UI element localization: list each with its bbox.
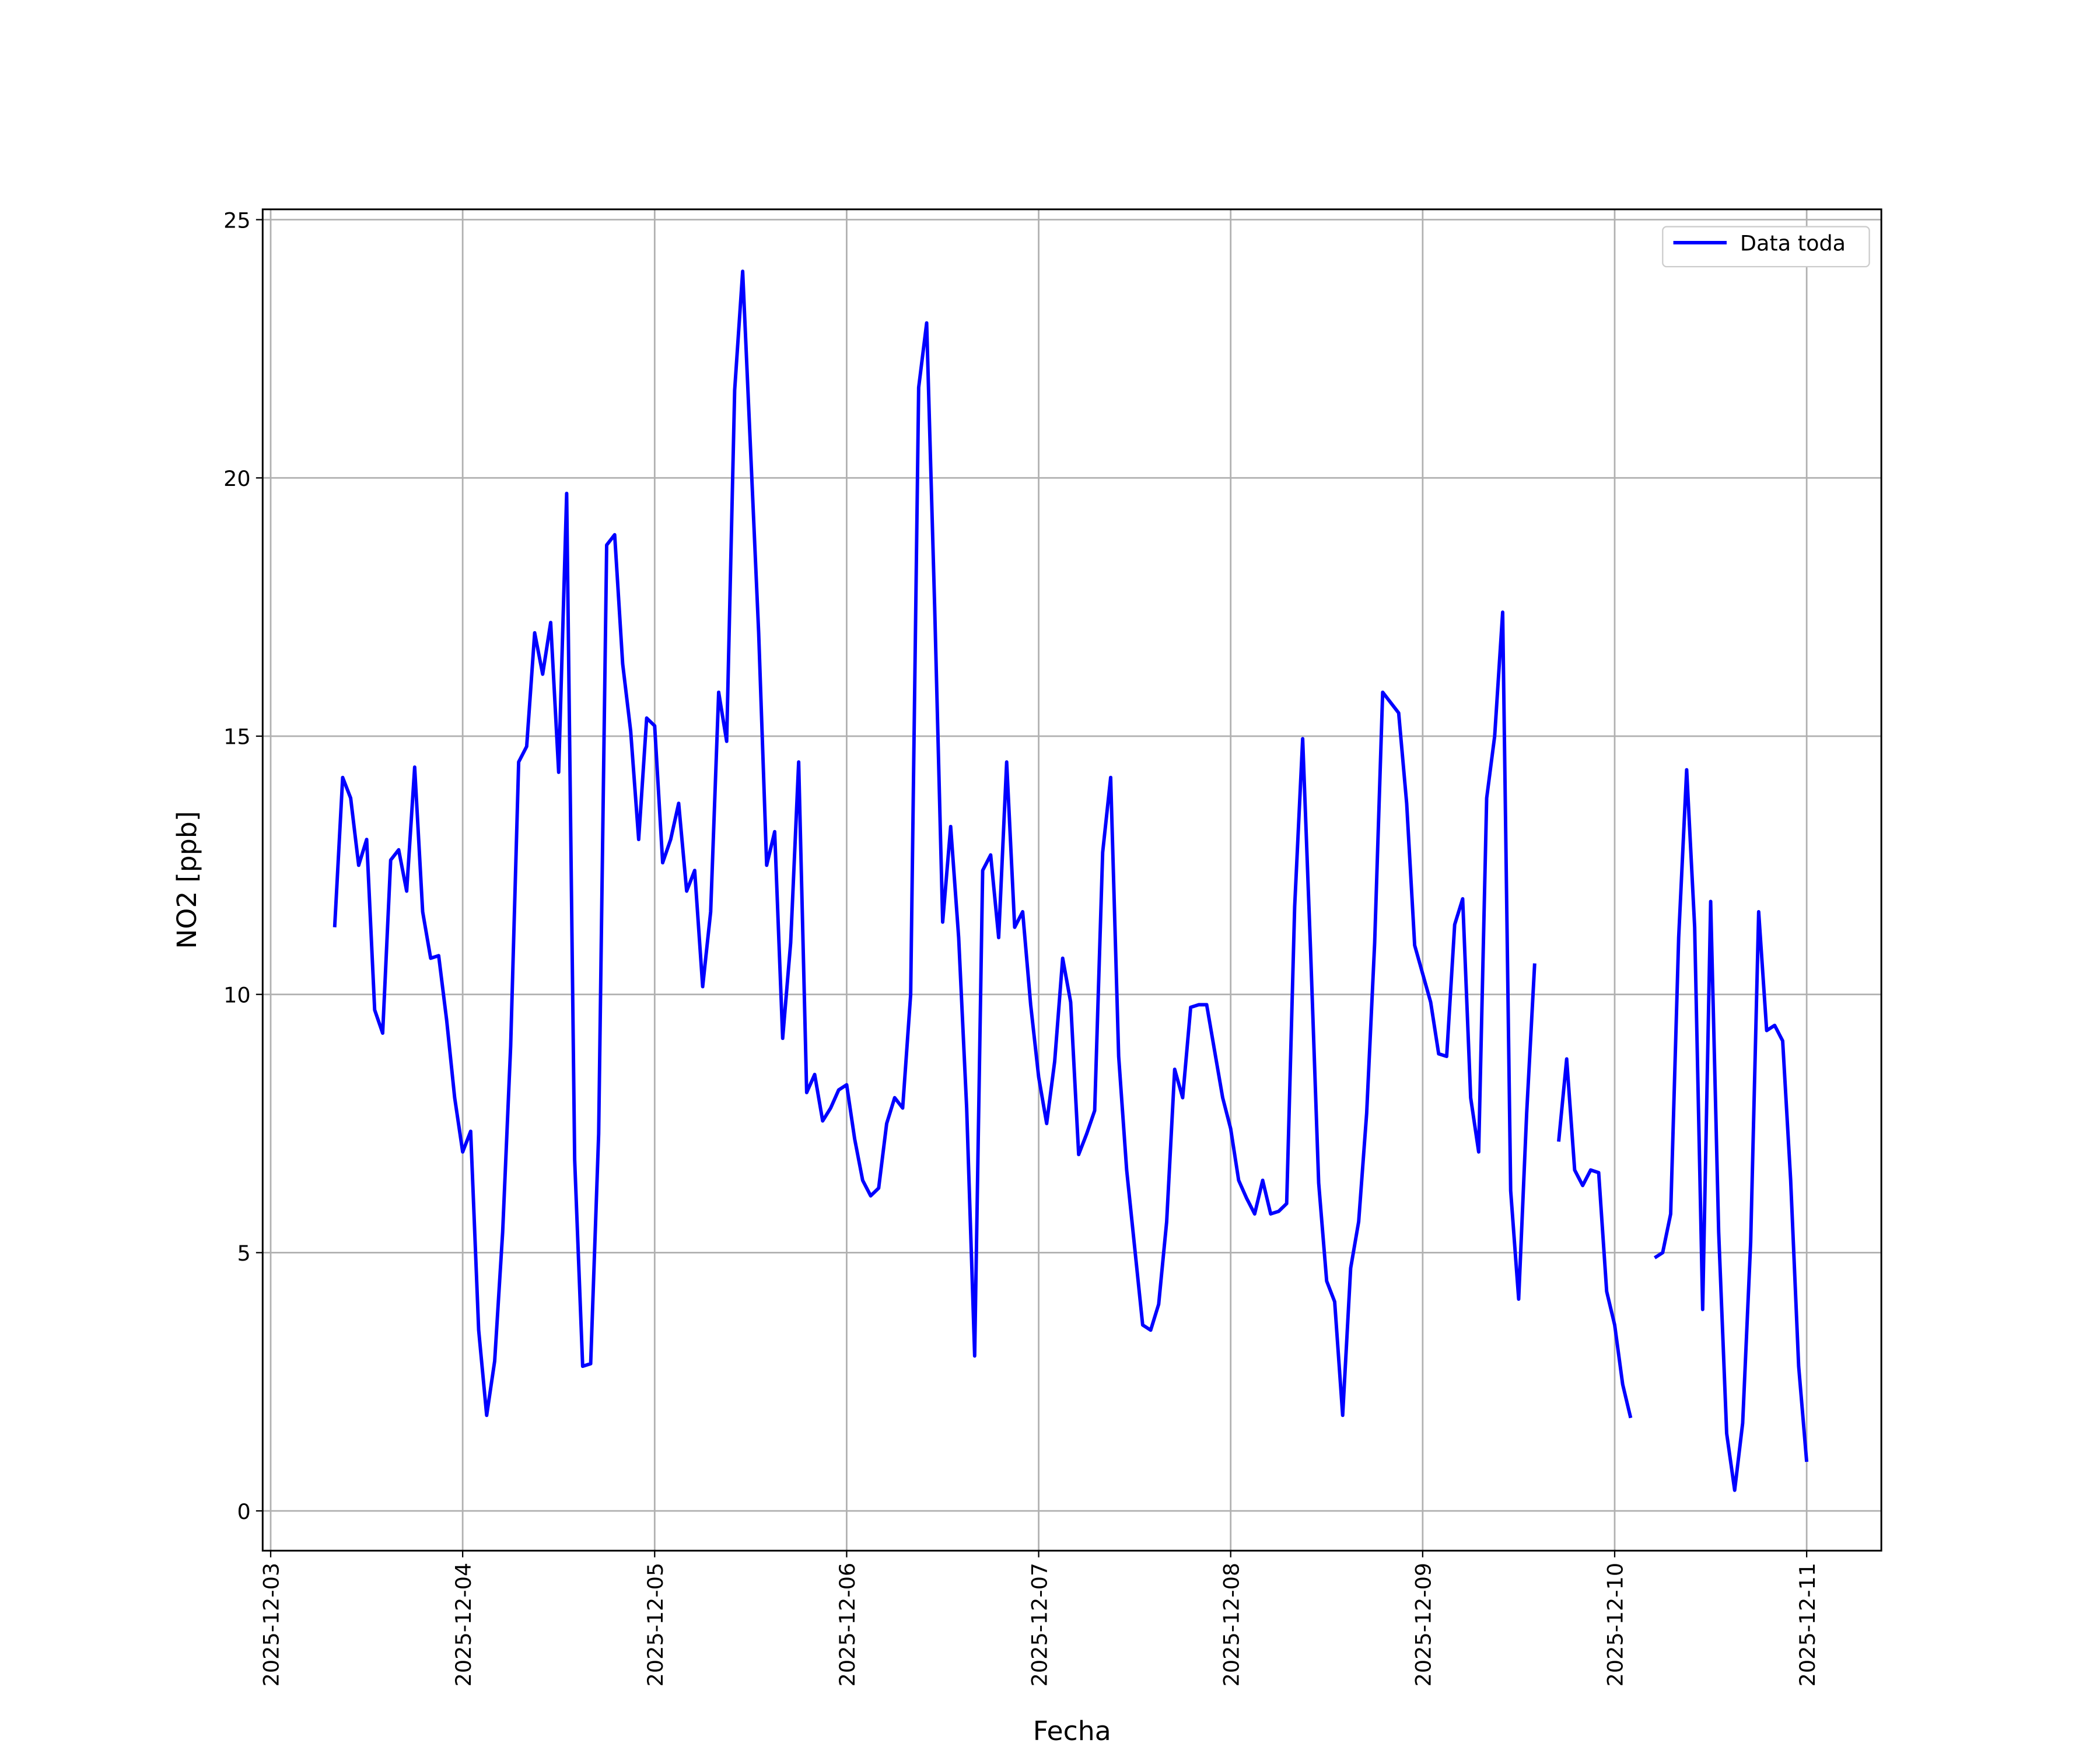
x-tick-label: 2025-12-05: [643, 1563, 668, 1686]
legend: Data toda: [1662, 226, 1870, 268]
legend-label: Data toda: [1740, 231, 1846, 256]
y-tick-label: 15: [223, 724, 251, 750]
x-tick-label: 2025-12-10: [1603, 1563, 1628, 1686]
data-line: [332, 270, 1809, 1492]
x-tick-label: 2025-12-08: [1219, 1563, 1244, 1686]
x-tick-label: 2025-12-11: [1795, 1563, 1820, 1686]
x-tick-label: 2025-12-04: [451, 1563, 476, 1686]
plot-frame: [261, 208, 1882, 1552]
y-tick-label: 5: [237, 1241, 250, 1266]
y-tick-label: 25: [223, 208, 251, 233]
x-tick-label: 2025-12-09: [1411, 1563, 1436, 1686]
x-tick-label: 2025-12-07: [1027, 1563, 1052, 1686]
legend-box: [1662, 226, 1870, 268]
y-tick-label: 20: [223, 466, 251, 491]
x-axis-label: Fecha: [1033, 1716, 1111, 1746]
y-axis-label: NO2 [ppb]: [172, 811, 202, 949]
y-tick-label: 10: [223, 982, 251, 1007]
y-tick-label: 0: [237, 1499, 250, 1524]
x-tick-label: 2025-12-03: [259, 1563, 284, 1686]
x-tick-label: 2025-12-06: [835, 1563, 860, 1686]
